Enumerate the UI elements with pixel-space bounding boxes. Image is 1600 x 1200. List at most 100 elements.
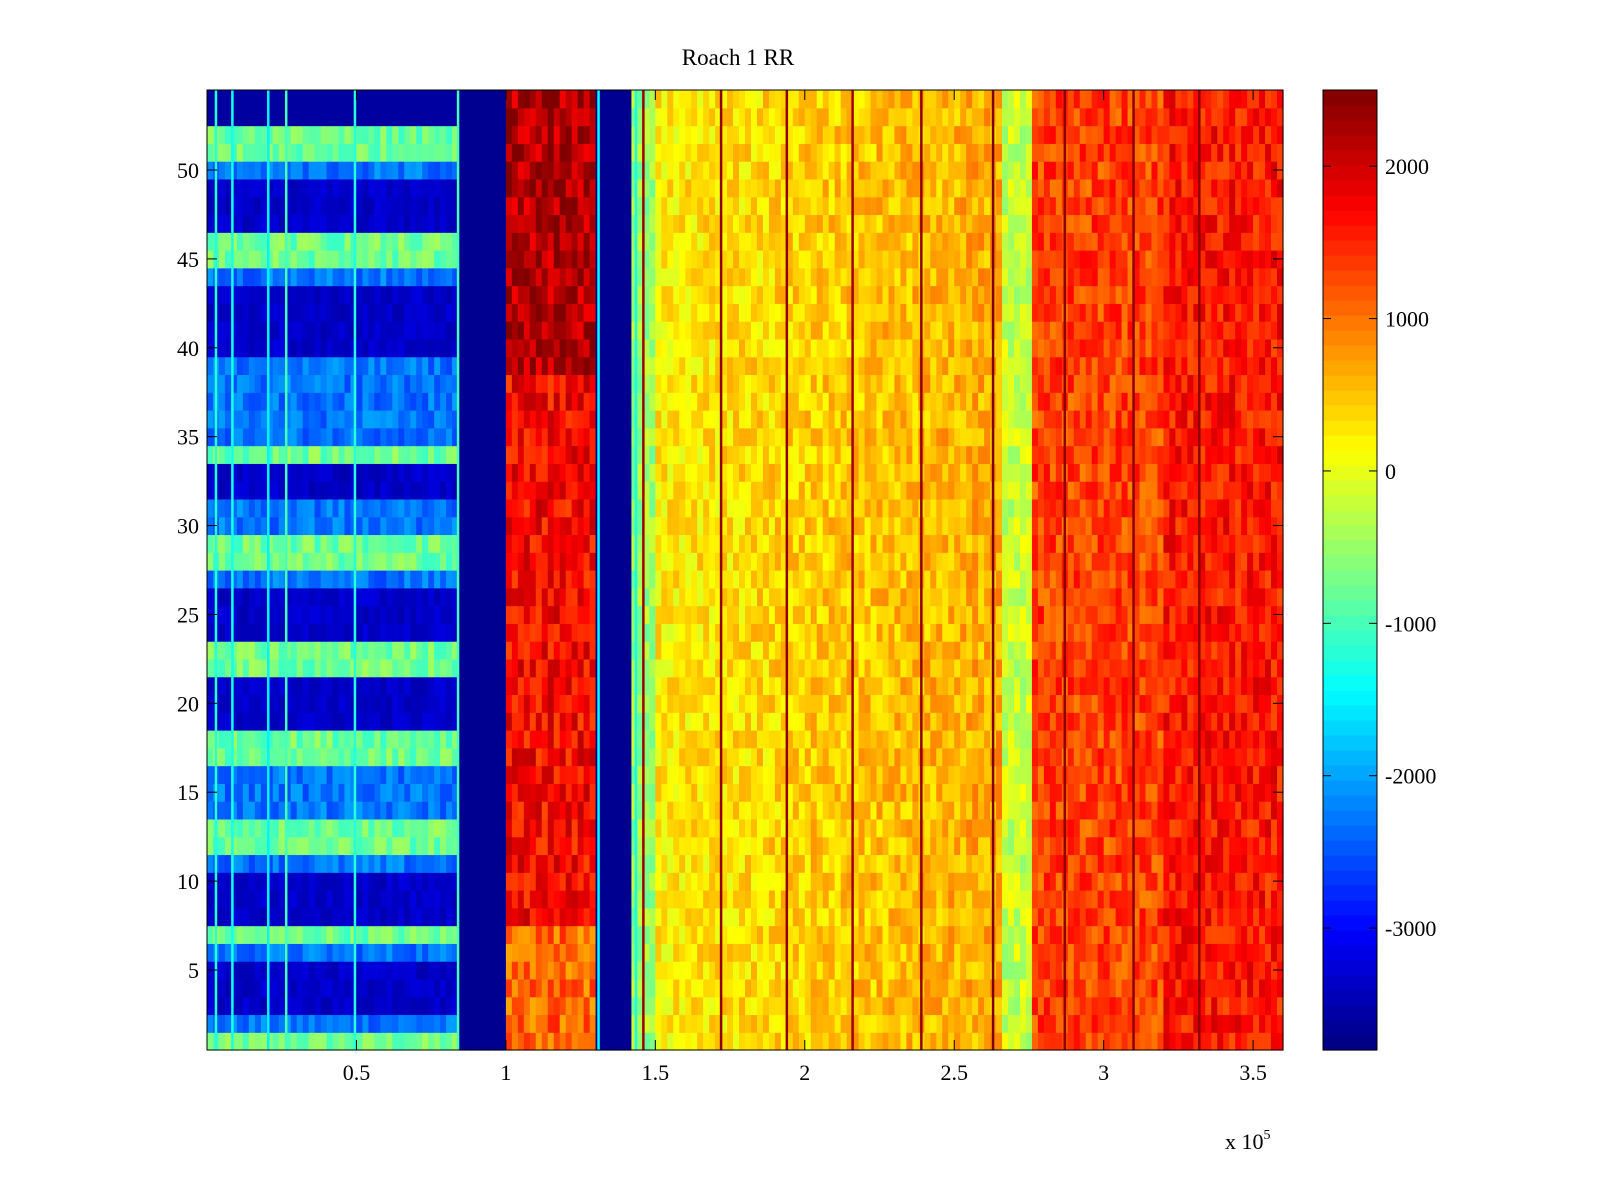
heatmap-cell	[236, 676, 244, 696]
heatmap-cell	[756, 978, 764, 998]
heatmap-cell	[302, 676, 310, 696]
heatmap-cell	[733, 694, 740, 713]
heatmap-cell	[1133, 1032, 1141, 1051]
heatmap-cell	[589, 1014, 597, 1033]
heatmap-cell	[1181, 890, 1188, 909]
heatmap-cell	[1037, 925, 1045, 944]
heatmap-cell	[284, 658, 292, 678]
heatmap-cell	[709, 570, 716, 589]
heatmap-cell	[320, 623, 328, 642]
heatmap-cell	[888, 641, 896, 660]
heatmap-cell	[1079, 978, 1087, 998]
heatmap-cell	[583, 925, 591, 944]
heatmap-cell	[577, 712, 585, 731]
heatmap-cell	[613, 854, 621, 873]
heatmap-cell	[517, 605, 525, 624]
heatmap-cell	[661, 872, 668, 891]
heatmap-cell	[1097, 943, 1105, 962]
heatmap-cell	[1008, 552, 1015, 571]
heatmap-cell	[320, 907, 328, 927]
heatmap-cell	[1169, 765, 1176, 784]
heatmap-cell	[553, 907, 561, 927]
heatmap-cell	[601, 552, 609, 571]
heatmap-cell	[924, 552, 931, 571]
heatmap-cell	[882, 570, 890, 589]
heatmap-cell	[308, 1014, 316, 1033]
heatmap-cell	[320, 996, 328, 1016]
heatmap-cell	[900, 836, 907, 856]
heatmap-cell	[487, 801, 495, 820]
heatmap-cell	[721, 730, 728, 749]
heatmap-cell	[762, 872, 770, 891]
heatmap-cell	[1187, 623, 1194, 642]
heatmap-cell	[972, 836, 979, 856]
heatmap-cell	[810, 978, 818, 998]
heatmap-cell	[320, 658, 328, 678]
heatmap-cell	[733, 712, 740, 731]
heatmap-cell	[236, 712, 244, 731]
heatmap-cell	[1235, 943, 1242, 962]
heatmap-cell	[320, 676, 328, 696]
heatmap-cell	[284, 996, 292, 1016]
heatmap-cell	[685, 890, 692, 909]
heatmap-cell	[1181, 641, 1188, 660]
heatmap-cell	[1008, 623, 1015, 642]
heatmap-cell	[1235, 961, 1242, 980]
heatmap-cell	[1067, 658, 1075, 678]
heatmap-cell	[960, 712, 967, 731]
heatmap-cell	[314, 907, 322, 927]
heatmap-cell	[804, 712, 812, 731]
heatmap-cell	[230, 818, 238, 838]
heatmap-cell	[846, 730, 854, 749]
heatmap-cell	[1031, 890, 1039, 909]
heatmap-cell	[296, 996, 304, 1016]
heatmap-cell	[756, 1032, 764, 1051]
heatmap-cell	[302, 605, 310, 624]
heatmap-cell	[493, 961, 501, 980]
heatmap-cell	[661, 925, 668, 944]
heatmap-cell	[481, 570, 489, 589]
heatmap-cell	[936, 747, 943, 767]
heatmap-cell	[1037, 1014, 1045, 1033]
heatmap-cell	[1043, 1032, 1051, 1051]
heatmap-cell	[218, 641, 226, 660]
heatmap-cell	[697, 818, 704, 838]
heatmap-cell	[398, 694, 405, 713]
heatmap-cell	[661, 890, 668, 909]
heatmap-cell	[727, 570, 734, 589]
heatmap-cell	[1163, 872, 1171, 891]
heatmap-cell	[637, 765, 644, 784]
heatmap-cell	[326, 890, 334, 909]
heatmap-cell	[248, 747, 256, 767]
heatmap-cell	[1205, 676, 1212, 696]
heatmap-cell	[1055, 836, 1063, 856]
heatmap-cell	[745, 570, 752, 589]
heatmap-cell	[266, 818, 274, 838]
heatmap-cell	[733, 605, 740, 624]
heatmap-cell	[715, 552, 722, 571]
heatmap-cell	[499, 765, 507, 784]
heatmap-cell	[332, 872, 340, 891]
heatmap-cell	[487, 730, 495, 749]
heatmap-cell	[493, 605, 501, 624]
heatmap-cell	[1091, 836, 1099, 856]
heatmap-cell	[870, 996, 878, 1016]
heatmap-cell	[768, 818, 776, 838]
heatmap-cell	[673, 907, 680, 927]
heatmap-cell	[774, 818, 782, 838]
heatmap-cell	[840, 925, 848, 944]
heatmap-cell	[834, 907, 842, 927]
heatmap-cell	[1085, 961, 1093, 980]
heatmap-cell	[1121, 996, 1129, 1016]
heatmap-cell	[924, 925, 931, 944]
heatmap-cell	[230, 765, 238, 784]
heatmap-cell	[1229, 925, 1236, 944]
heatmap-cell	[840, 961, 848, 980]
heatmap-cell	[786, 694, 794, 713]
heatmap-cell	[410, 943, 417, 962]
heatmap-cell	[511, 907, 519, 927]
heatmap-cell	[894, 1032, 902, 1051]
heatmap-cell	[380, 836, 387, 856]
heatmap-cell	[236, 925, 244, 944]
heatmap-cell	[864, 818, 872, 838]
